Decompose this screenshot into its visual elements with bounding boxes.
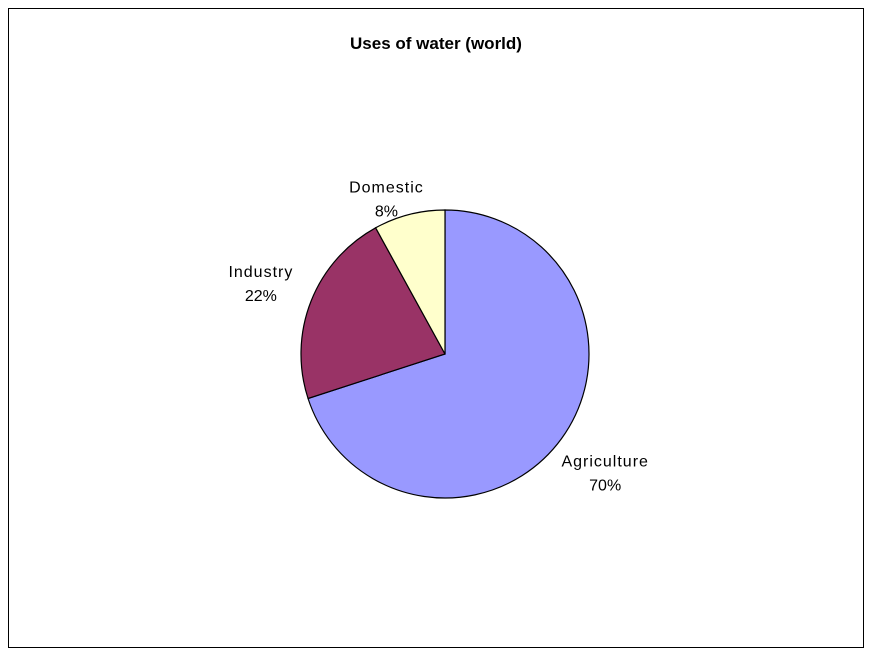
slice-label-domestic: Domestic (349, 180, 424, 197)
slice-percent-agriculture: 70% (589, 477, 621, 494)
chart-title: Uses of water (world) (350, 34, 522, 53)
slice-label-industry: Industry (228, 264, 293, 281)
slice-percent-industry: 22% (245, 288, 277, 305)
pie-chart: Agriculture 70% Industry 22% Domestic 8% (228, 180, 648, 499)
pie-slice-domestic (374, 209, 446, 355)
pie-slice-agriculture (307, 209, 590, 499)
slice-percent-domestic: 8% (375, 204, 398, 221)
slice-label-agriculture: Agriculture (561, 453, 648, 470)
pie-slice-industry (300, 226, 446, 400)
